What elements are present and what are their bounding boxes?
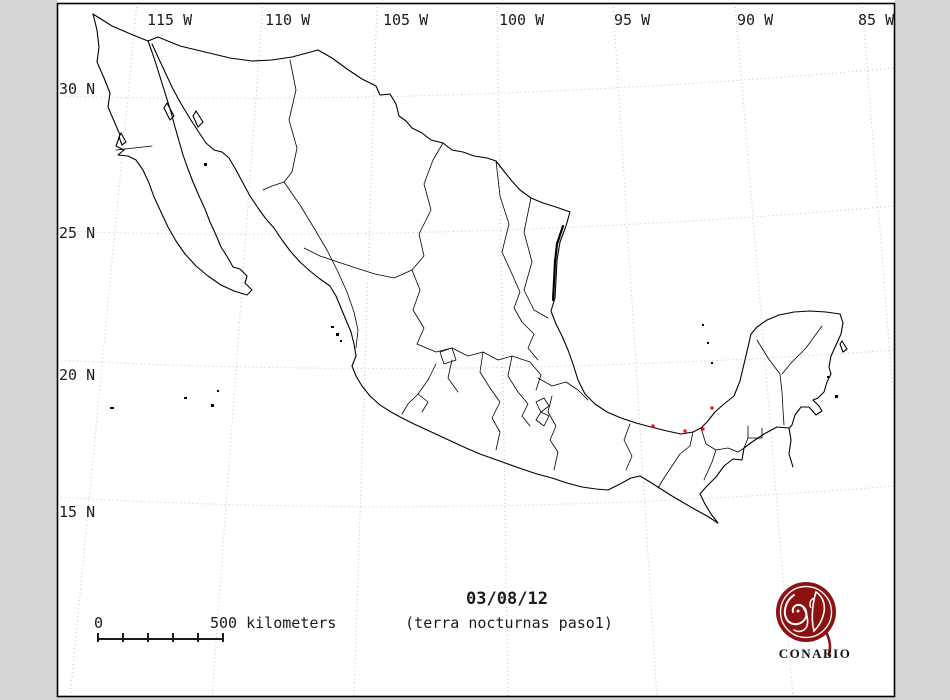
meridian-115w	[69, 3, 138, 697]
baja-california-coastline	[92, 13, 253, 296]
meridian-85w	[861, 3, 895, 426]
ram-muzzle-icon	[793, 605, 809, 633]
parrot-beak-icon	[809, 597, 815, 609]
scale-bar-ruler	[97, 633, 224, 642]
latitude-label: 30 N	[59, 80, 95, 98]
caption: 03/08/12 (terra nocturnas paso1)	[405, 589, 613, 632]
islands	[110, 102, 848, 409]
top-margin	[57, 0, 895, 4]
longitude-label: 105 W	[383, 11, 429, 29]
longitude-axis-labels: 115 W 110 W 105 W 100 W 95 W 90 W 85 W	[147, 11, 895, 29]
conabio-logo-text: CONABIO	[779, 646, 852, 661]
fire-dot	[701, 427, 705, 431]
longitude-label: 95 W	[614, 11, 651, 29]
parrot-tail-icon	[824, 630, 832, 657]
conabio-logo: CONABIO	[776, 582, 852, 661]
latitude-label: 25 N	[59, 224, 95, 242]
longitude-label: 115 W	[147, 11, 193, 29]
pacific-coastline	[151, 43, 719, 524]
ram-horn-icon	[783, 594, 808, 626]
scale-distance-label: 500 kilometers	[210, 614, 336, 632]
fire-dot	[683, 429, 687, 433]
scale-bar: 0 500 kilometers	[94, 614, 336, 642]
tamaulipas-lagoon-barrier	[551, 224, 565, 302]
map-frame	[56, 2, 896, 698]
longitude-label: 85 W	[858, 11, 895, 29]
graticule-grid	[57, 3, 895, 697]
longitude-label: 90 W	[737, 11, 774, 29]
map-plot-area	[57, 3, 895, 697]
latitude-label: 20 N	[59, 366, 95, 384]
fire-detection-dots	[651, 406, 714, 433]
caption-pass-label: (terra nocturnas paso1)	[405, 614, 613, 632]
meridian-90w	[734, 3, 794, 697]
caption-date: 03/08/12	[466, 589, 548, 609]
fire-dot	[651, 424, 655, 428]
state-boundaries	[115, 59, 823, 489]
latitude-label: 15 N	[59, 503, 95, 521]
ram-eye-icon	[796, 609, 800, 613]
fire-dot	[710, 406, 714, 410]
parrot-icon	[811, 590, 826, 633]
longitude-label: 110 W	[265, 11, 311, 29]
scale-zero-label: 0	[94, 614, 103, 632]
mainland-coastline	[92, 13, 844, 468]
conabio-logo-ring	[779, 585, 833, 639]
coastlines	[92, 13, 844, 524]
longitude-label: 100 W	[499, 11, 545, 29]
latitude-axis-labels: 30 N 25 N 20 N 15 N	[59, 80, 95, 521]
